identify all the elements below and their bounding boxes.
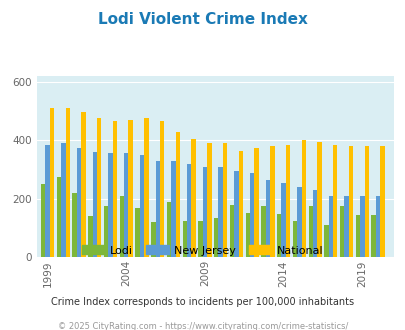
Bar xyxy=(187,164,191,257)
Bar xyxy=(175,132,180,257)
Bar xyxy=(171,161,175,257)
Bar xyxy=(343,196,348,257)
Bar xyxy=(312,190,317,257)
Bar xyxy=(72,193,77,257)
Bar xyxy=(92,152,97,257)
Bar xyxy=(113,121,117,257)
Bar xyxy=(261,206,265,257)
Bar xyxy=(364,146,368,257)
Bar xyxy=(328,196,332,257)
Legend: Lodi, New Jersey, National: Lodi, New Jersey, National xyxy=(78,241,327,260)
Text: Crime Index corresponds to incidents per 100,000 inhabitants: Crime Index corresponds to incidents per… xyxy=(51,297,354,307)
Bar xyxy=(198,221,202,257)
Bar xyxy=(61,143,65,257)
Bar xyxy=(144,118,148,257)
Bar xyxy=(348,146,352,257)
Bar xyxy=(292,221,296,257)
Bar xyxy=(207,143,211,257)
Bar xyxy=(265,180,269,257)
Bar xyxy=(355,215,359,257)
Bar xyxy=(81,113,85,257)
Bar xyxy=(339,206,343,257)
Bar xyxy=(213,218,218,257)
Bar xyxy=(108,153,113,257)
Bar xyxy=(160,121,164,257)
Bar xyxy=(285,145,290,257)
Bar xyxy=(104,206,108,257)
Bar xyxy=(234,171,238,257)
Bar xyxy=(317,142,321,257)
Bar xyxy=(245,214,249,257)
Bar xyxy=(151,222,155,257)
Bar xyxy=(57,177,61,257)
Bar xyxy=(45,145,50,257)
Bar xyxy=(191,139,195,257)
Bar xyxy=(375,196,379,257)
Bar xyxy=(97,118,101,257)
Bar xyxy=(65,108,70,257)
Bar xyxy=(249,173,254,257)
Bar xyxy=(332,145,337,257)
Text: © 2025 CityRating.com - https://www.cityrating.com/crime-statistics/: © 2025 CityRating.com - https://www.city… xyxy=(58,322,347,330)
Bar xyxy=(269,146,274,257)
Bar xyxy=(324,225,328,257)
Bar xyxy=(229,205,234,257)
Bar xyxy=(301,140,305,257)
Bar xyxy=(155,161,160,257)
Bar xyxy=(308,206,312,257)
Bar xyxy=(359,196,364,257)
Bar xyxy=(135,208,139,257)
Bar xyxy=(371,215,375,257)
Bar xyxy=(222,143,227,257)
Bar xyxy=(254,148,258,257)
Bar xyxy=(124,153,128,257)
Bar xyxy=(128,120,132,257)
Bar xyxy=(379,146,384,257)
Bar xyxy=(182,221,187,257)
Bar xyxy=(41,184,45,257)
Text: Lodi Violent Crime Index: Lodi Violent Crime Index xyxy=(98,12,307,26)
Bar xyxy=(202,167,207,257)
Bar xyxy=(77,148,81,257)
Bar xyxy=(296,187,301,257)
Bar xyxy=(281,183,285,257)
Bar xyxy=(218,167,222,257)
Bar xyxy=(139,155,144,257)
Bar xyxy=(166,202,171,257)
Bar xyxy=(88,216,92,257)
Bar xyxy=(238,150,243,257)
Bar xyxy=(276,214,281,257)
Bar xyxy=(119,196,124,257)
Bar xyxy=(50,108,54,257)
